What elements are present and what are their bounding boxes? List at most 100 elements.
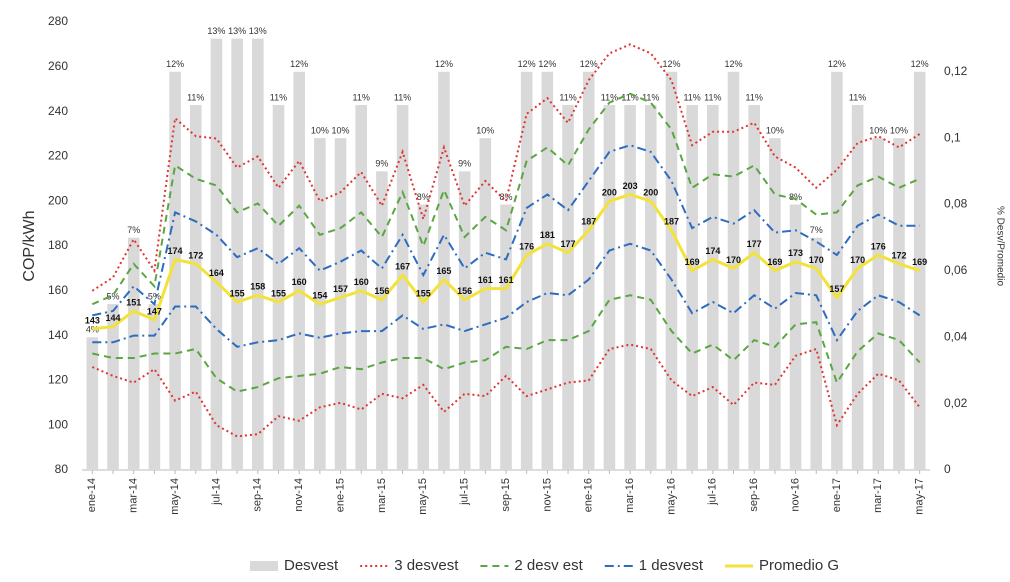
- bar-label: 11%: [187, 92, 204, 102]
- point-label: 172: [891, 250, 906, 260]
- bar: [86, 337, 99, 470]
- bar-label: 11%: [642, 92, 659, 102]
- bar-label: 8%: [789, 192, 802, 202]
- bar-label: 13%: [228, 26, 246, 36]
- bar-label: 11%: [353, 92, 370, 102]
- point-label: 172: [188, 250, 203, 260]
- bar-label: 11%: [849, 92, 866, 102]
- point-label: 203: [623, 181, 638, 191]
- bar-label: 9%: [375, 159, 388, 169]
- point-label: 169: [685, 257, 700, 267]
- bar-label: 7%: [810, 225, 823, 235]
- bar-label: 12%: [828, 59, 846, 69]
- bar-label: 12%: [580, 59, 598, 69]
- bar: [727, 71, 740, 471]
- bar: [520, 71, 533, 471]
- x-tick-label: ene-16: [583, 478, 595, 512]
- point-label: 174: [705, 246, 720, 256]
- bar: [355, 104, 368, 471]
- point-label: 157: [333, 284, 348, 294]
- bar: [789, 204, 802, 470]
- y-axis-label: COP/kWh: [21, 210, 38, 281]
- bar-label: 12%: [538, 59, 556, 69]
- bar: [707, 104, 719, 471]
- bar: [893, 138, 905, 471]
- x-tick-label: mar-15: [376, 478, 388, 513]
- bar-label: 10%: [476, 126, 494, 136]
- bar-label: 8%: [499, 192, 512, 202]
- bar: [148, 304, 161, 470]
- bar: [376, 171, 388, 471]
- x-tick-label: jul-15: [459, 478, 471, 506]
- point-label: 170: [850, 255, 865, 265]
- band-line: [91, 92, 921, 306]
- bar-label: 11%: [601, 92, 618, 102]
- point-label: 181: [540, 230, 555, 240]
- point-label: 151: [126, 297, 141, 307]
- bar-label: 11%: [683, 92, 700, 102]
- bar: [562, 104, 574, 471]
- point-label: 160: [354, 277, 369, 287]
- bar-label: 5%: [107, 291, 120, 301]
- y2-tick-label: 0: [944, 462, 951, 476]
- y2-tick-label: 0,02: [944, 396, 968, 410]
- bar: [748, 104, 760, 471]
- y-tick-label: 200: [48, 193, 68, 207]
- x-tick-label: ene-17: [831, 478, 843, 512]
- bar: [810, 237, 823, 470]
- legend-swatch: [250, 561, 278, 571]
- bar-label: 5%: [148, 291, 161, 301]
- x-tick-label: nov-15: [541, 478, 553, 512]
- point-label: 155: [416, 288, 431, 298]
- y2-tick-label: 0,08: [944, 197, 968, 211]
- x-tick-label: may-14: [169, 478, 181, 515]
- x-tick-label: sep-16: [748, 478, 760, 512]
- bar-label: 12%: [662, 59, 680, 69]
- point-label: 156: [457, 286, 472, 296]
- band-line: [91, 343, 921, 438]
- legend-label: Desvest: [284, 557, 339, 574]
- y-tick-label: 140: [48, 328, 68, 342]
- x-tick-label: sep-14: [252, 478, 264, 512]
- bar-label: 12%: [725, 59, 743, 69]
- y2-axis-label: % Desv/Promedio: [994, 206, 1005, 286]
- x-tick-label: ene-15: [334, 478, 346, 512]
- x-tick-label: mar-14: [128, 478, 140, 513]
- bar: [231, 38, 243, 471]
- point-label: 161: [478, 275, 493, 285]
- bar-label: 4%: [86, 325, 99, 335]
- bar-label: 13%: [249, 26, 267, 36]
- y-tick-label: 80: [55, 462, 69, 476]
- point-label: 169: [912, 257, 927, 267]
- bar-label: 12%: [290, 59, 308, 69]
- bar-label: 13%: [207, 26, 225, 36]
- point-label: 187: [581, 217, 596, 227]
- bar: [769, 138, 781, 471]
- y2-tick-label: 0,04: [944, 329, 968, 343]
- band-line: [92, 144, 920, 317]
- bar-label: 10%: [332, 126, 350, 136]
- bar-label: 8%: [417, 192, 430, 202]
- point-label: 167: [395, 261, 410, 271]
- y-tick-label: 120: [48, 373, 68, 387]
- bar: [913, 71, 926, 471]
- legend-label: 3 desvest: [394, 557, 459, 574]
- x-tick-label: sep-15: [500, 478, 512, 512]
- bar-label: 7%: [127, 225, 140, 235]
- point-label: 170: [809, 255, 824, 265]
- bar-label: 11%: [559, 92, 576, 102]
- x-tick-label: jul-16: [707, 478, 719, 506]
- x-tick-label: may-15: [417, 478, 429, 515]
- bar-label: 11%: [621, 92, 638, 102]
- bar-label: 10%: [766, 126, 784, 136]
- point-label: 176: [871, 241, 886, 251]
- bar-label: 12%: [166, 59, 184, 69]
- bar: [107, 304, 119, 470]
- band-line: [92, 294, 921, 393]
- y-tick-label: 100: [48, 417, 68, 431]
- bar: [500, 204, 512, 470]
- bar-label: 11%: [704, 92, 721, 102]
- point-label: 174: [168, 246, 183, 256]
- point-label: 161: [498, 275, 513, 285]
